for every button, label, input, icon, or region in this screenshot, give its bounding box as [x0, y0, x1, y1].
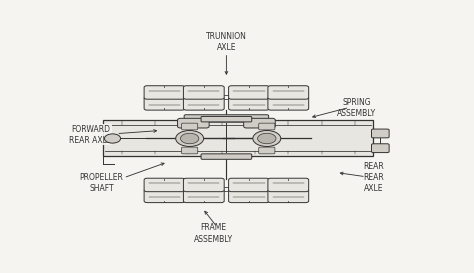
Circle shape — [181, 133, 199, 144]
FancyBboxPatch shape — [268, 97, 309, 110]
FancyBboxPatch shape — [183, 178, 224, 192]
FancyBboxPatch shape — [144, 97, 185, 110]
FancyBboxPatch shape — [268, 189, 309, 203]
Circle shape — [258, 133, 276, 144]
FancyBboxPatch shape — [183, 189, 224, 203]
FancyBboxPatch shape — [144, 178, 185, 192]
Text: FORWARD
REAR AXLE: FORWARD REAR AXLE — [69, 125, 112, 145]
FancyBboxPatch shape — [268, 86, 309, 99]
FancyBboxPatch shape — [259, 123, 275, 130]
FancyBboxPatch shape — [201, 154, 252, 159]
Text: REAR
REAR
AXLE: REAR REAR AXLE — [363, 162, 384, 193]
FancyBboxPatch shape — [183, 86, 224, 99]
Circle shape — [104, 134, 120, 143]
Bar — [103, 120, 374, 156]
FancyBboxPatch shape — [144, 86, 185, 99]
Text: SPRING
ASSEMBLY: SPRING ASSEMBLY — [337, 98, 376, 118]
Text: TRUNNION
AXLE: TRUNNION AXLE — [206, 32, 247, 52]
FancyBboxPatch shape — [182, 147, 198, 154]
FancyBboxPatch shape — [244, 118, 275, 128]
FancyBboxPatch shape — [184, 115, 269, 122]
Circle shape — [176, 130, 204, 147]
FancyBboxPatch shape — [268, 178, 309, 192]
FancyBboxPatch shape — [201, 116, 252, 122]
FancyBboxPatch shape — [178, 118, 209, 128]
FancyBboxPatch shape — [144, 189, 185, 203]
FancyBboxPatch shape — [182, 123, 198, 130]
FancyBboxPatch shape — [228, 189, 269, 203]
FancyBboxPatch shape — [228, 86, 269, 99]
Circle shape — [253, 130, 281, 147]
Text: PROPELLER
SHAFT: PROPELLER SHAFT — [80, 173, 123, 193]
Text: FRAME
ASSEMBLY: FRAME ASSEMBLY — [194, 224, 233, 244]
FancyBboxPatch shape — [228, 178, 269, 192]
FancyBboxPatch shape — [228, 97, 269, 110]
FancyBboxPatch shape — [259, 147, 275, 154]
FancyBboxPatch shape — [372, 129, 389, 138]
FancyBboxPatch shape — [372, 144, 389, 153]
FancyBboxPatch shape — [183, 97, 224, 110]
